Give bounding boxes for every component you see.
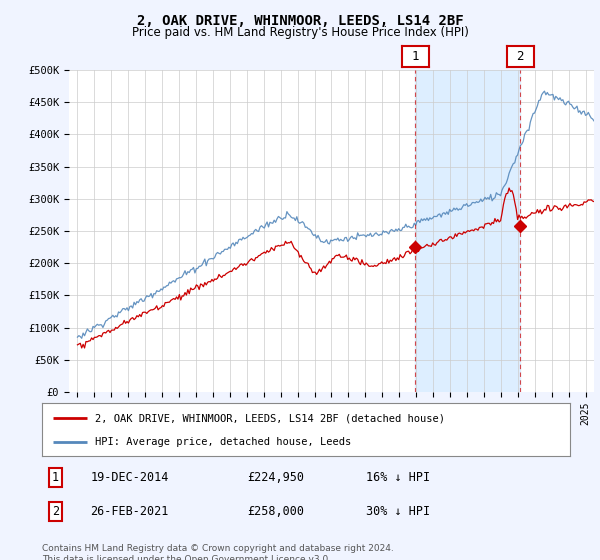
Text: £224,950: £224,950	[247, 470, 304, 484]
Text: 2, OAK DRIVE, WHINMOOR, LEEDS, LS14 2BF (detached house): 2, OAK DRIVE, WHINMOOR, LEEDS, LS14 2BF …	[95, 413, 445, 423]
Text: 30% ↓ HPI: 30% ↓ HPI	[366, 505, 430, 517]
Text: 2: 2	[52, 505, 59, 517]
Text: 16% ↓ HPI: 16% ↓ HPI	[366, 470, 430, 484]
Text: Contains HM Land Registry data © Crown copyright and database right 2024.
This d: Contains HM Land Registry data © Crown c…	[42, 544, 394, 560]
Text: HPI: Average price, detached house, Leeds: HPI: Average price, detached house, Leed…	[95, 436, 351, 446]
Text: 2, OAK DRIVE, WHINMOOR, LEEDS, LS14 2BF: 2, OAK DRIVE, WHINMOOR, LEEDS, LS14 2BF	[137, 14, 463, 28]
Text: Price paid vs. HM Land Registry's House Price Index (HPI): Price paid vs. HM Land Registry's House …	[131, 26, 469, 39]
Text: 1: 1	[52, 470, 59, 484]
Text: 2: 2	[517, 50, 524, 63]
Text: 19-DEC-2014: 19-DEC-2014	[91, 470, 169, 484]
Text: £258,000: £258,000	[247, 505, 304, 517]
Bar	[415, 70, 520, 392]
Text: 26-FEB-2021: 26-FEB-2021	[91, 505, 169, 517]
Text: 1: 1	[412, 50, 419, 63]
